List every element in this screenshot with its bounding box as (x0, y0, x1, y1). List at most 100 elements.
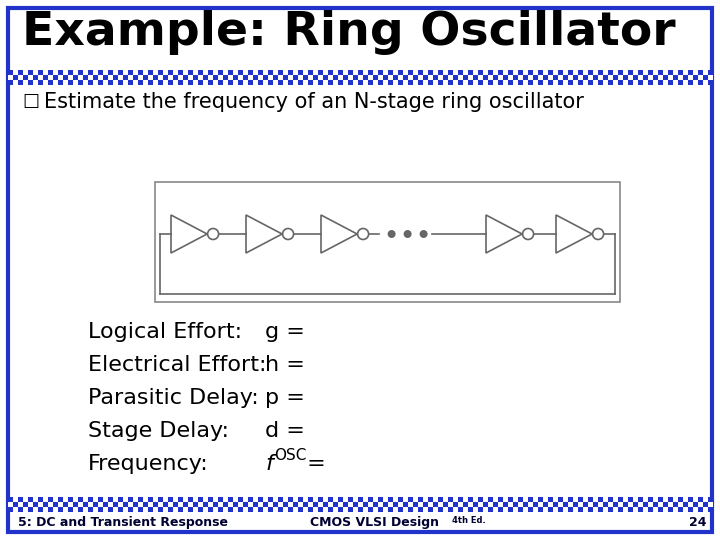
Bar (33, 75, 38, 80)
Bar (408, 497, 413, 502)
Bar (43, 497, 48, 502)
Bar (543, 497, 548, 502)
Bar (438, 502, 443, 507)
Bar (373, 507, 378, 512)
Bar (443, 80, 448, 85)
Bar (163, 507, 168, 512)
Bar (123, 80, 128, 85)
Bar (143, 502, 148, 507)
Bar (623, 507, 628, 512)
Bar (278, 70, 283, 75)
Bar (533, 70, 538, 75)
Bar (523, 70, 528, 75)
Bar (93, 507, 98, 512)
Bar (168, 502, 173, 507)
Bar (98, 70, 103, 75)
Bar (498, 75, 503, 80)
Bar (373, 502, 378, 507)
Bar (88, 80, 93, 85)
Bar (393, 70, 398, 75)
Bar (538, 80, 543, 85)
Bar (463, 80, 468, 85)
Bar (8, 502, 13, 507)
Bar (503, 502, 508, 507)
Bar (353, 502, 358, 507)
Bar (438, 70, 443, 75)
Bar (178, 70, 183, 75)
Bar (343, 502, 348, 507)
Bar (263, 75, 268, 80)
Text: Electrical Effort:: Electrical Effort: (88, 355, 266, 375)
Bar (633, 80, 638, 85)
Bar (338, 80, 343, 85)
Bar (313, 70, 318, 75)
Bar (233, 70, 238, 75)
Bar (258, 70, 263, 75)
Bar (488, 497, 493, 502)
Bar (308, 75, 313, 80)
Bar (278, 502, 283, 507)
Bar (98, 502, 103, 507)
Bar (193, 75, 198, 80)
Bar (293, 507, 298, 512)
Bar (43, 507, 48, 512)
Bar (248, 70, 253, 75)
Text: g =: g = (265, 322, 305, 342)
Bar (313, 80, 318, 85)
Bar (703, 75, 708, 80)
Bar (423, 497, 428, 502)
Bar (388, 497, 393, 502)
Bar (33, 507, 38, 512)
Bar (473, 75, 478, 80)
Bar (223, 80, 228, 85)
Bar (328, 507, 333, 512)
Bar (333, 507, 338, 512)
Bar (518, 75, 523, 80)
Bar (483, 502, 488, 507)
Bar (448, 80, 453, 85)
Bar (148, 497, 153, 502)
Bar (348, 80, 353, 85)
Bar (618, 507, 623, 512)
Bar (638, 75, 643, 80)
Bar (553, 75, 558, 80)
Bar (448, 497, 453, 502)
Bar (183, 70, 188, 75)
Bar (693, 497, 698, 502)
Bar (358, 497, 363, 502)
Bar (68, 70, 73, 75)
Bar (398, 507, 403, 512)
Bar (198, 502, 203, 507)
Bar (353, 497, 358, 502)
Bar (93, 75, 98, 80)
Bar (218, 497, 223, 502)
Bar (608, 507, 613, 512)
Bar (193, 497, 198, 502)
Bar (458, 502, 463, 507)
Bar (358, 75, 363, 80)
Bar (458, 497, 463, 502)
Bar (653, 502, 658, 507)
Bar (438, 507, 443, 512)
Bar (683, 70, 688, 75)
Bar (118, 70, 123, 75)
Bar (228, 507, 233, 512)
Bar (268, 80, 273, 85)
Bar (413, 80, 418, 85)
Bar (678, 75, 683, 80)
Bar (68, 80, 73, 85)
Bar (313, 507, 318, 512)
Bar (173, 497, 178, 502)
Bar (288, 75, 293, 80)
Bar (508, 80, 513, 85)
Bar (448, 75, 453, 80)
Bar (168, 507, 173, 512)
Bar (583, 497, 588, 502)
Bar (343, 70, 348, 75)
Bar (263, 80, 268, 85)
Bar (43, 502, 48, 507)
Bar (328, 502, 333, 507)
Bar (8, 497, 13, 502)
Bar (663, 75, 668, 80)
Bar (708, 497, 713, 502)
